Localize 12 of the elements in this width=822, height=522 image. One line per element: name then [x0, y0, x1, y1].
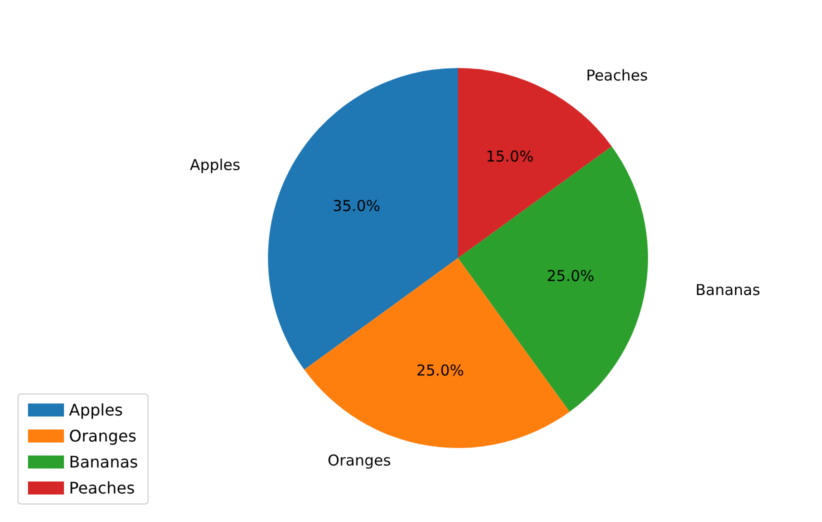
slice-label: Oranges: [328, 451, 392, 470]
legend-label: Peaches: [69, 478, 135, 498]
data-label: 25.0%: [416, 362, 464, 380]
data-label: 15.0%: [486, 147, 534, 166]
data-label: 35.0%: [332, 197, 380, 216]
legend-label: Oranges: [69, 426, 136, 446]
slice-label: Peaches: [586, 66, 648, 84]
slice-label: Apples: [190, 156, 241, 174]
slice-label: Bananas: [695, 281, 760, 300]
legend-label: Apples: [69, 400, 123, 420]
data-label: 25.0%: [546, 266, 594, 285]
legend-label: Bananas: [69, 452, 138, 472]
